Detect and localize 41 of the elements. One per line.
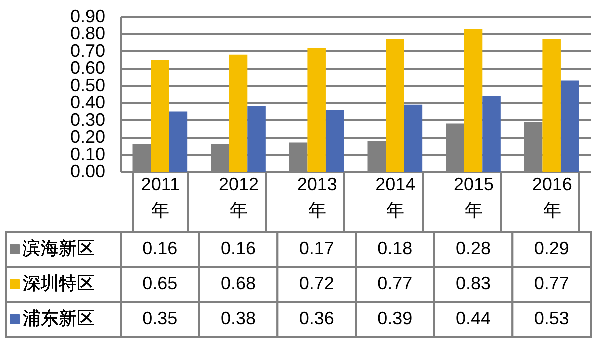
data-label: 0.53 (534, 308, 570, 328)
data-label: 0.18 (378, 238, 413, 258)
bar (404, 104, 423, 172)
legend-label: 深圳特区 (23, 274, 95, 294)
bar (151, 60, 170, 172)
data-label: 0.16 (142, 238, 178, 258)
x-tick-label: 2011年 (141, 174, 180, 220)
bar (542, 39, 561, 172)
bar (560, 80, 580, 172)
legend-label: 浦东新区 (23, 308, 95, 328)
data-label: 0.28 (456, 238, 492, 258)
x-tick-label: 2016年 (532, 174, 572, 220)
data-label: 0.36 (299, 308, 334, 328)
data-label: 0.39 (378, 308, 413, 328)
data-label: 0.29 (534, 238, 570, 258)
x-tick-label: 2014年 (376, 174, 416, 220)
legend-label: 滨海新区 (23, 238, 95, 258)
y-tick-label: 0.90 (70, 6, 106, 26)
data-label: 0.72 (299, 274, 334, 294)
data-label: 0.35 (142, 308, 178, 328)
bar (169, 112, 188, 172)
bar (308, 48, 326, 172)
data-label: 0.38 (220, 308, 256, 328)
bar (386, 39, 404, 172)
bar (248, 106, 266, 172)
data-label: 0.65 (142, 274, 178, 294)
x-tick-label: 2015年 (454, 174, 494, 220)
data-label: 0.44 (456, 308, 492, 328)
data-label: 0.16 (220, 238, 256, 258)
bar (482, 96, 501, 172)
data-label: 0.68 (220, 274, 256, 294)
data-label: 0.83 (456, 274, 492, 294)
y-tick-label: 0.00 (70, 162, 106, 182)
data-label: 0.17 (299, 238, 334, 258)
x-tick-label: 2013年 (297, 174, 338, 220)
x-tick-label: 2012年 (218, 174, 260, 220)
bar (229, 54, 248, 172)
bar (326, 110, 344, 172)
data-label: 0.77 (534, 274, 570, 294)
data-label: 0.77 (378, 274, 413, 294)
bar (464, 29, 483, 172)
